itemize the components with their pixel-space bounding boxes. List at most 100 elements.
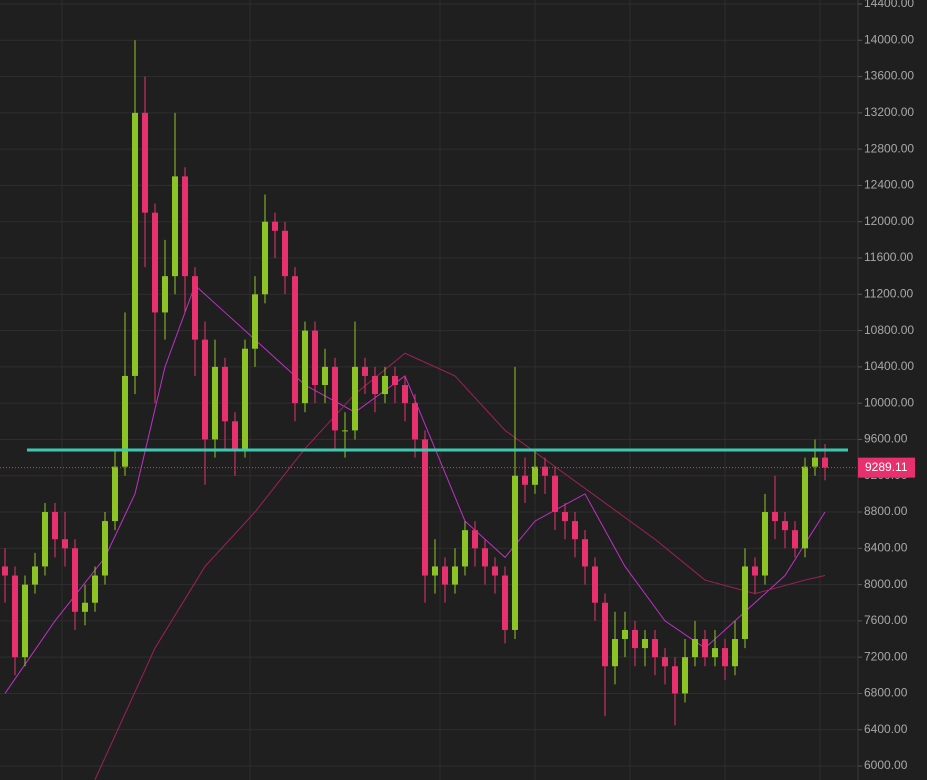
candle-body [192,276,198,340]
candle-body [812,457,818,467]
candle-body [202,339,208,440]
candle-body [822,457,828,468]
candle-body [582,539,588,567]
candle-body [62,539,68,549]
moving-average [94,352,826,780]
candle-body [372,375,378,395]
candle-body [562,512,568,522]
candle-body [622,629,628,640]
candle-body [482,548,488,567]
y-tick-label: 10800.00 [864,323,914,337]
candle-body [702,639,708,658]
y-tick-label: 8800.00 [864,504,908,518]
candle-body [732,639,738,667]
y-tick-label: 11600.00 [864,250,913,264]
candle-body [412,403,418,440]
candle-body [382,375,388,395]
candle-body [742,566,748,640]
candle-body [42,512,48,567]
candle-body [542,466,548,476]
candle-body [552,475,558,513]
candle-body [772,512,778,522]
candle-body [102,521,108,576]
candle-body [422,439,428,576]
candle-body [782,521,788,531]
candle-body [752,566,758,576]
candle-body [12,575,18,658]
candle-body [72,548,78,612]
candle-body [722,648,728,667]
candle-body [612,639,618,667]
candle-body [452,566,458,585]
y-tick-label: 12800.00 [864,141,914,155]
y-tick-label: 8000.00 [864,577,908,591]
candle-body [92,575,98,603]
candle-body [432,566,438,576]
candle-body [152,212,158,313]
candle-body [572,521,578,540]
candle-body [712,648,718,658]
candle-body [462,530,468,567]
candle-body [292,276,298,404]
candle-body [312,330,318,386]
candle-body [22,584,28,658]
candle-body [322,366,328,386]
candle-body [2,566,8,576]
candle-body [592,566,598,603]
candle-body [212,366,218,440]
y-tick-label: 10000.00 [864,395,914,409]
candle-body [682,657,688,694]
candle-body [132,112,138,376]
candle-body [792,530,798,549]
candle-body [172,176,178,277]
candle-body [112,466,118,522]
candle-body [502,575,508,630]
candle-body [352,366,358,431]
y-tick-label: 12000.00 [864,214,914,228]
y-tick-label: 13200.00 [864,105,914,119]
candle-body [82,602,88,612]
candle-body [442,566,448,585]
candle-body [182,176,188,277]
candle-body [492,566,498,576]
y-tick-label: 14000.00 [864,32,914,46]
candle-body [602,602,608,667]
y-tick-label: 13600.00 [864,69,914,83]
candle-body [302,330,308,404]
candle-body [762,512,768,576]
candle-body [272,221,278,231]
y-tick-label: 6800.00 [864,686,908,700]
candle-body [632,629,638,649]
candle-body [692,639,698,658]
candle-body [652,639,658,658]
time-grid [61,0,821,780]
candle-body [252,294,258,349]
candle-body [472,530,478,549]
candle-body [642,639,648,649]
candle-body [402,385,408,404]
candle-body [342,430,348,432]
candle-body [282,230,288,277]
candle-body [512,475,518,630]
y-tick-label: 6400.00 [864,722,908,736]
candle-body [122,375,128,467]
y-tick-label: 8400.00 [864,540,908,554]
candle-body [332,366,338,431]
candle-body [362,366,368,376]
candle-body [242,348,248,449]
last-price-label: 9289.11 [865,460,908,474]
candle-body [52,512,58,540]
candle-body [392,375,398,386]
candle-body [662,657,668,667]
candle-body [162,276,168,313]
moving-average [4,284,826,694]
y-tick-label: 12400.00 [864,178,914,192]
candle-body [222,366,228,422]
y-tick-label: 6000.00 [864,758,908,772]
candle-body [532,466,538,485]
candle-body [142,112,148,213]
y-tick-label: 7600.00 [864,613,908,627]
candle-body [522,475,528,485]
